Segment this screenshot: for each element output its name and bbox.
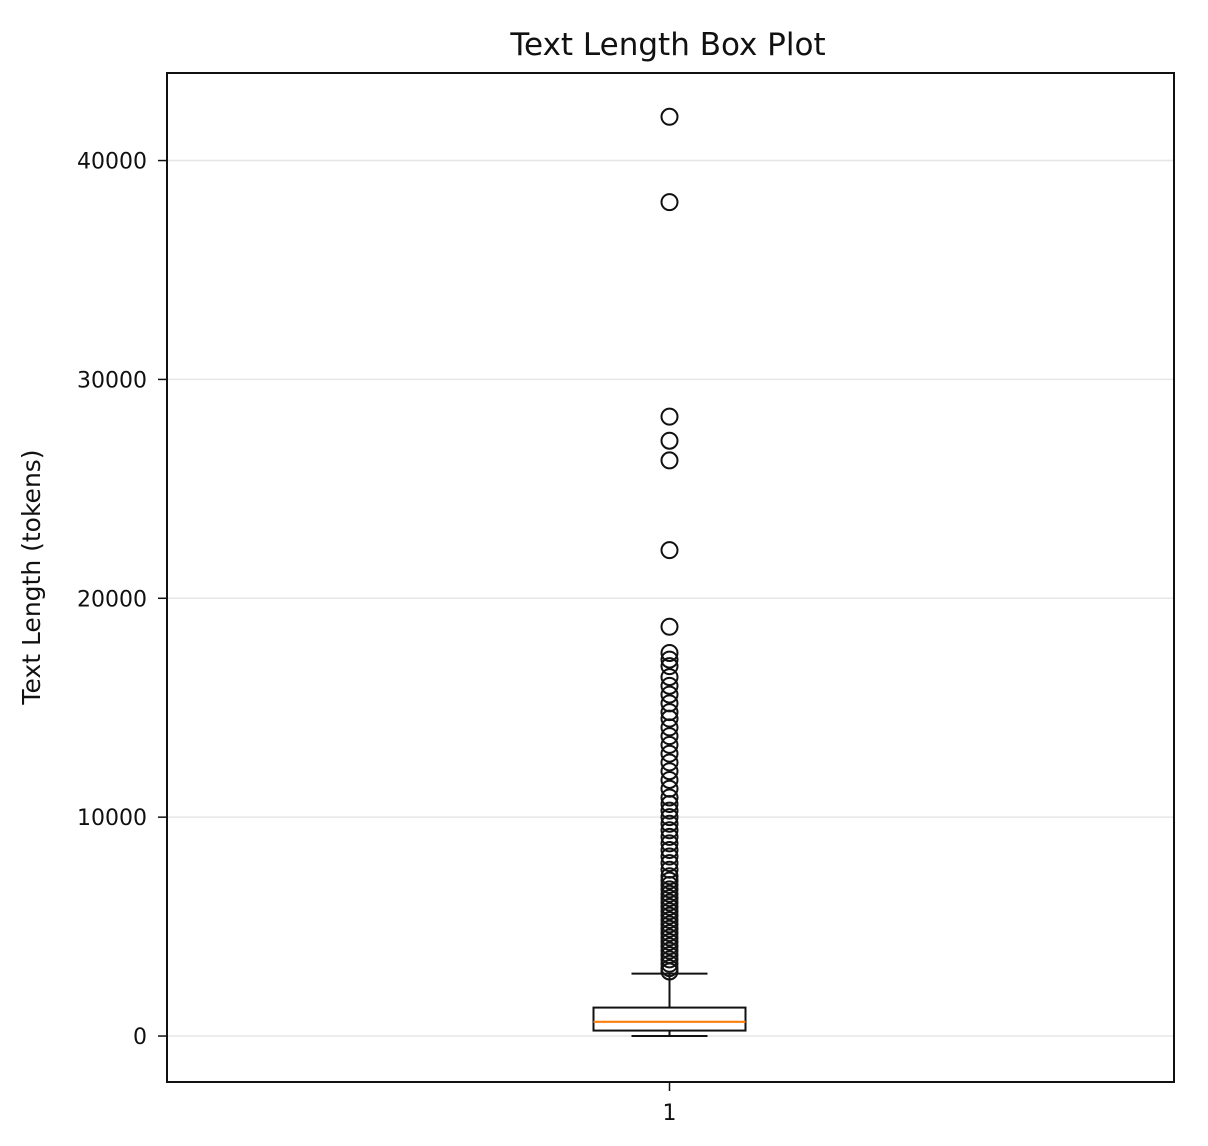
outlier-point: [660, 946, 679, 965]
outlier-point: [660, 703, 679, 722]
outlier-point: [660, 735, 679, 754]
outlier-point: [660, 932, 679, 951]
outlier-point: [660, 668, 679, 687]
outlier-point: [660, 902, 679, 921]
outlier-point: [660, 657, 679, 676]
y-tick-label: 30000: [77, 368, 147, 393]
outlier-point: [660, 827, 679, 846]
outlier-point: [660, 919, 679, 938]
y-axis-label: Text Length (tokens): [17, 449, 46, 705]
outlier-point: [660, 407, 679, 426]
outlier-point: [660, 924, 679, 943]
y-tick-label: 40000: [77, 150, 147, 175]
outlier-point: [660, 871, 679, 890]
outlier-point: [660, 801, 679, 820]
outlier-point: [660, 694, 679, 713]
outlier-point: [660, 897, 679, 916]
outlier-point: [660, 941, 679, 960]
iqr-box: [592, 1006, 747, 1032]
outlier-point: [660, 893, 679, 912]
y-tick-label: 10000: [77, 806, 147, 831]
outlier-point: [660, 431, 679, 450]
outlier-point: [660, 753, 679, 772]
y-tick-label: 20000: [77, 587, 147, 612]
box-plot-series: [592, 107, 747, 1038]
outlier-point: [660, 840, 679, 859]
outlier-point: [660, 834, 679, 853]
outlier-point: [660, 762, 679, 781]
outlier-point: [660, 937, 679, 956]
outlier-point: [660, 644, 679, 663]
outlier-point: [660, 541, 679, 560]
outlier-point: [660, 744, 679, 763]
outlier-point: [660, 617, 679, 636]
outlier-point: [660, 814, 679, 833]
outlier-point: [660, 889, 679, 908]
plot-area-frame: [166, 72, 1175, 1083]
outlier-point: [660, 451, 679, 470]
outlier-point: [660, 911, 679, 930]
outlier-point: [660, 954, 679, 973]
outlier-point: [660, 884, 679, 903]
outlier-point: [660, 959, 679, 978]
outlier-point: [660, 906, 679, 925]
y-tick-label: 0: [133, 1025, 147, 1050]
outlier-point: [660, 860, 679, 879]
outlier-point: [660, 193, 679, 212]
y-gridlines: [167, 159, 1174, 1037]
outlier-point: [660, 867, 679, 886]
outlier-point: [660, 915, 679, 934]
outlier-point: [660, 821, 679, 840]
outlier-point: [660, 727, 679, 746]
outlier-point: [660, 779, 679, 798]
chart-title: Text Length Box Plot: [509, 27, 825, 63]
axis-ticks: 0 10000 20000 30000 40000 1: [77, 150, 677, 1126]
outlier-point: [660, 685, 679, 704]
outlier-point: [660, 808, 679, 827]
outlier-point: [660, 854, 679, 873]
outlier-point: [660, 880, 679, 899]
outlier-point: [660, 788, 679, 807]
outlier-point: [660, 847, 679, 866]
outlier-point: [660, 650, 679, 669]
outlier-point: [660, 107, 679, 126]
outlier-point: [660, 928, 679, 947]
x-tick-label: 1: [663, 1101, 677, 1126]
outlier-point: [660, 770, 679, 789]
outlier-point: [660, 676, 679, 695]
outlier-point: [660, 950, 679, 969]
